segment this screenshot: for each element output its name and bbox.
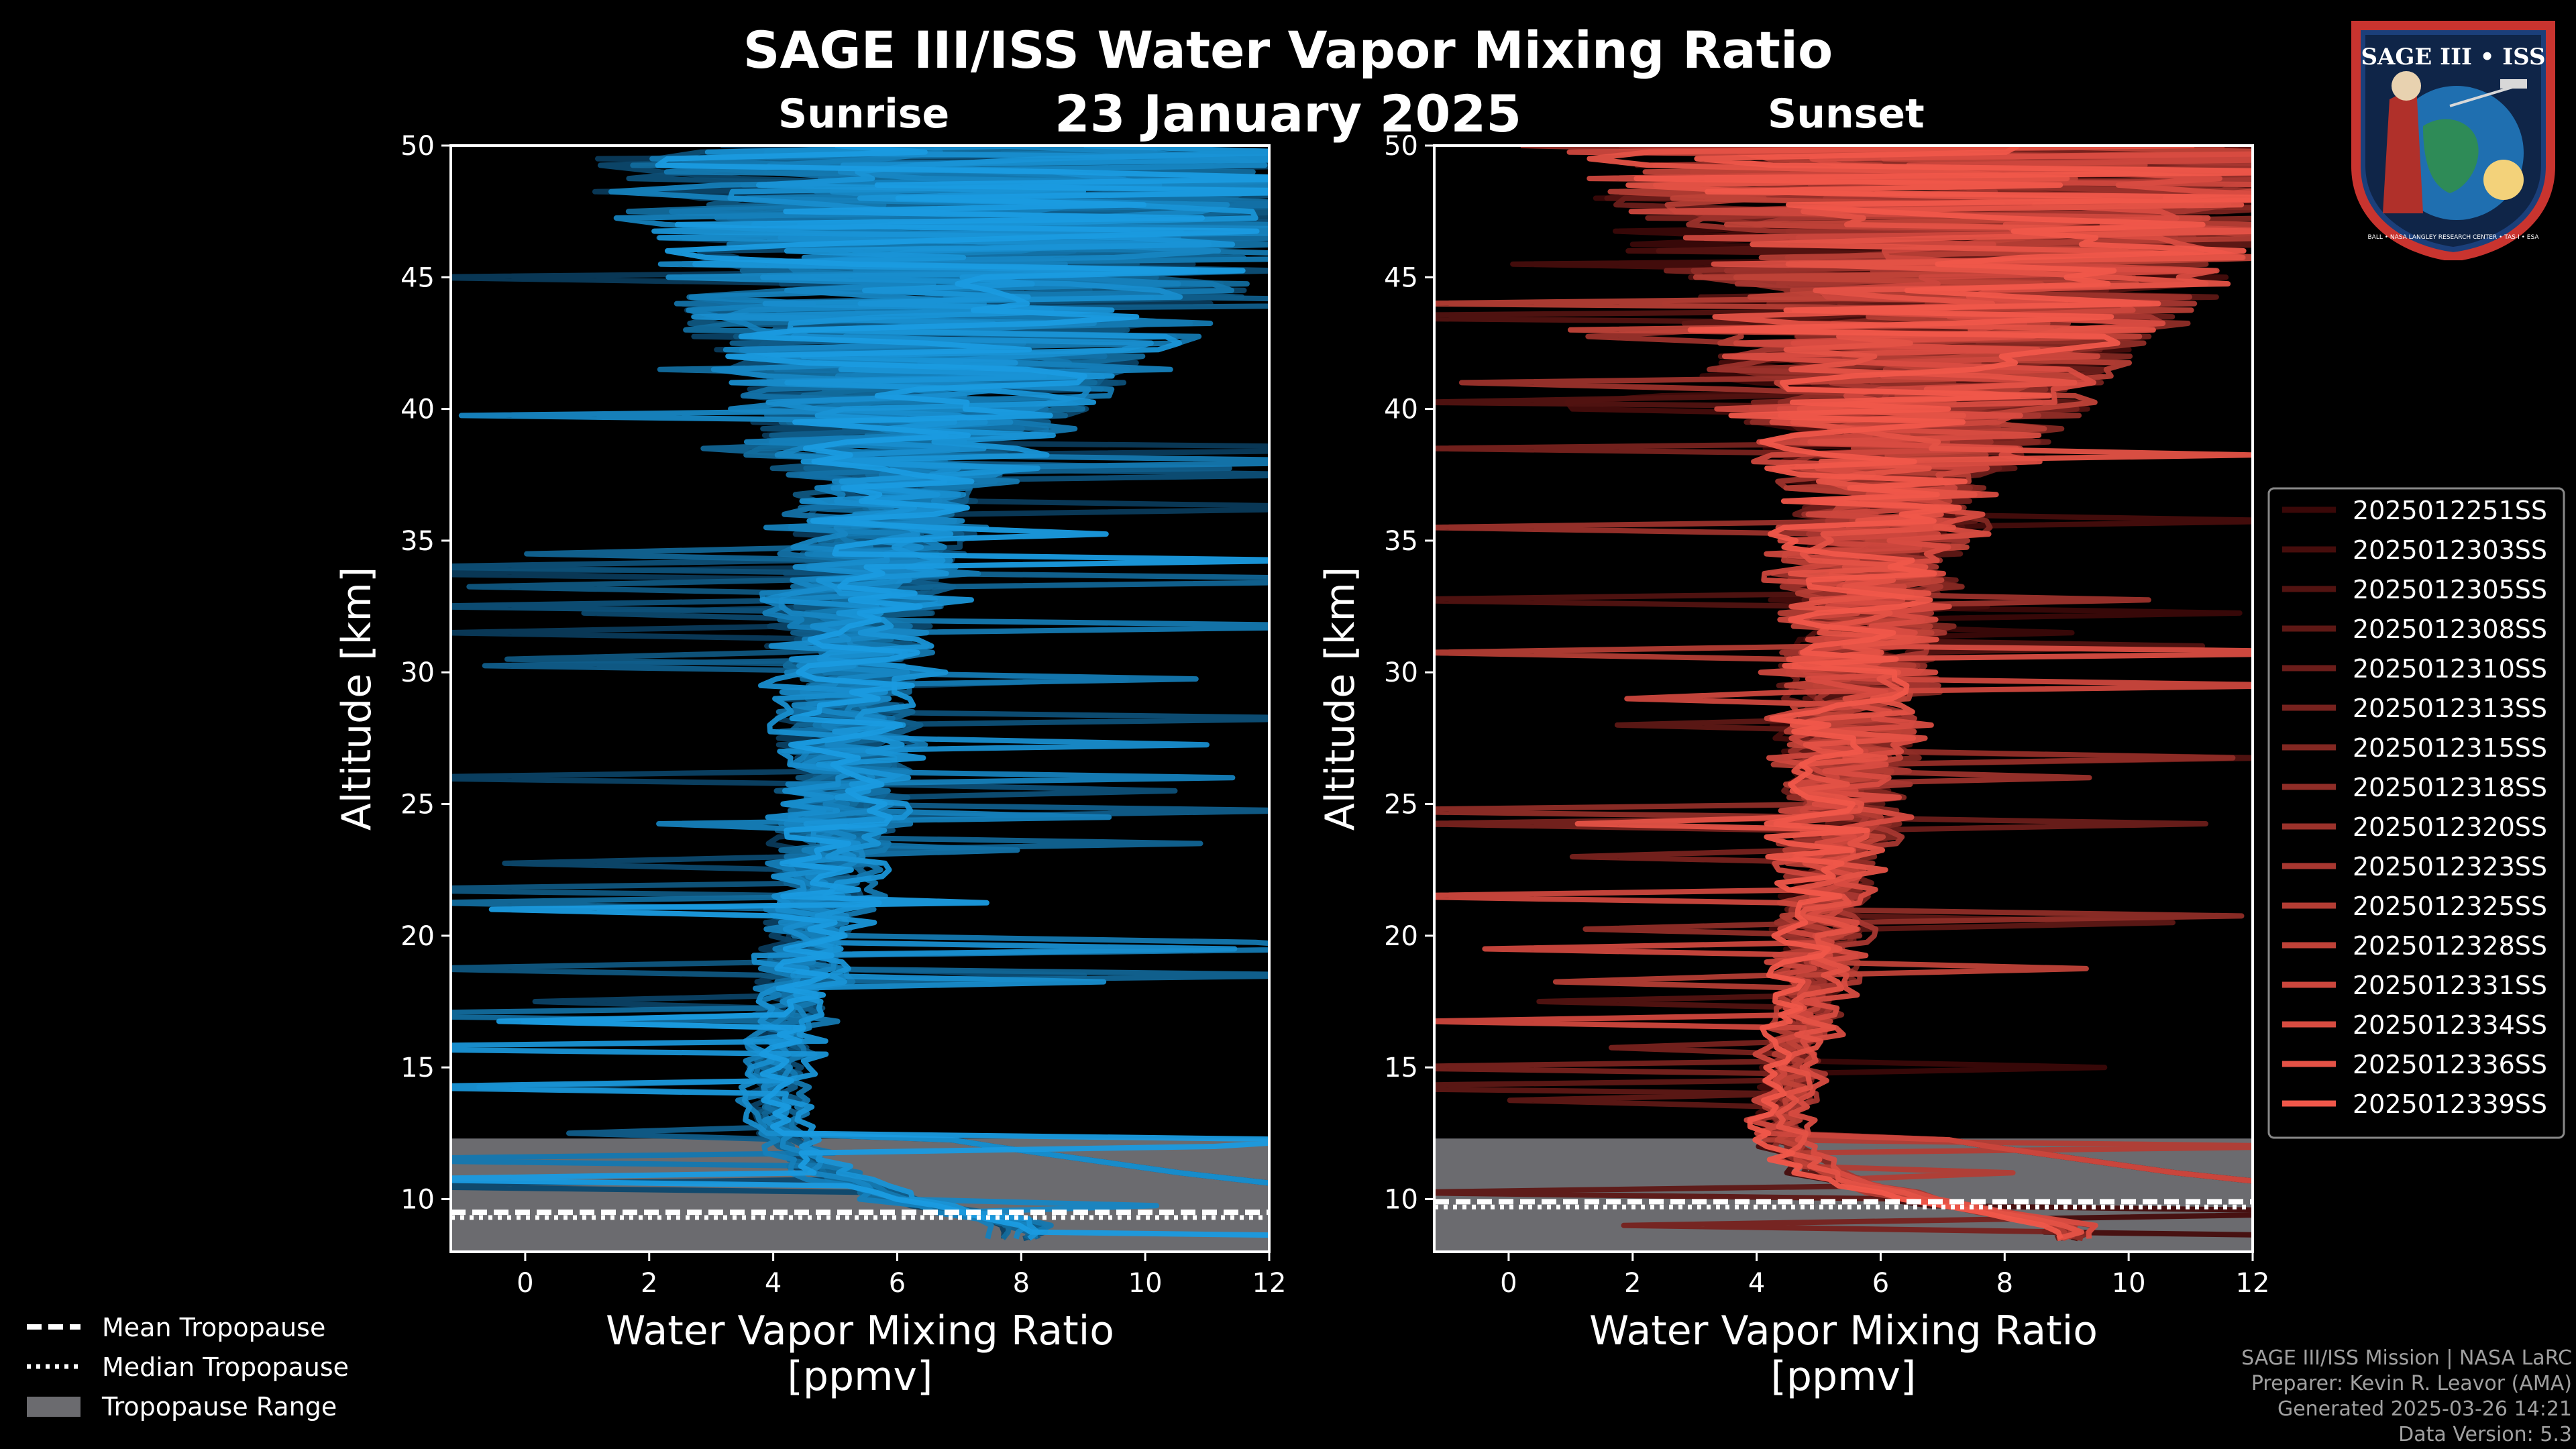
legend-entry: 2025012336SS bbox=[2353, 1050, 2547, 1079]
x-tick-label: 4 bbox=[1748, 1268, 1765, 1299]
x-tick-label: 10 bbox=[2112, 1268, 2146, 1299]
chart-title: SAGE III/ISS Water Vapor Mixing Ratio bbox=[743, 20, 1833, 80]
legend-entry: 2025012251SS bbox=[2353, 496, 2547, 525]
y-tick-label: 35 bbox=[400, 526, 435, 557]
legend-entry: 2025012315SS bbox=[2353, 733, 2547, 763]
tropopause-range-swatch bbox=[27, 1397, 80, 1417]
logo-ring-text: BALL • NASA LANGLEY RESEARCH CENTER • TA… bbox=[2367, 234, 2539, 241]
legend-entry: 2025012331SS bbox=[2353, 971, 2547, 1000]
profiles-group bbox=[1434, 146, 2253, 1242]
credits-mission: SAGE III/ISS Mission | NASA LaRC bbox=[2241, 1346, 2572, 1370]
x-axis-label-units: [ppmv] bbox=[788, 1353, 933, 1400]
credits-block: SAGE III/ISS Mission | NASA LaRC Prepare… bbox=[2241, 1346, 2572, 1448]
x-tick-label: 6 bbox=[1872, 1268, 1889, 1299]
legend-entry: 2025012313SS bbox=[2353, 694, 2547, 723]
legend-box bbox=[2267, 487, 2565, 1139]
y-tick-label: 15 bbox=[400, 1053, 435, 1083]
y-axis-label: Altitude [km] bbox=[333, 567, 380, 831]
x-axis-label: Water Vapor Mixing Ratio bbox=[606, 1307, 1114, 1354]
y-tick-label: 40 bbox=[1384, 394, 1418, 425]
logo-text: SAGE III • ISS bbox=[2361, 44, 2545, 70]
y-tick-label: 20 bbox=[1384, 921, 1418, 952]
y-tick-label: 45 bbox=[400, 262, 435, 293]
x-tick-label: 10 bbox=[1128, 1268, 1163, 1299]
profile-line-2025012330SR bbox=[608, 146, 1236, 1240]
y-tick-label: 50 bbox=[1384, 131, 1418, 162]
median-tropopause-label: Median Tropopause bbox=[102, 1352, 349, 1382]
tropopause-range-label: Tropopause Range bbox=[101, 1392, 337, 1421]
sunrise-panel-title: Sunrise bbox=[778, 91, 950, 138]
x-tick-label: 12 bbox=[2236, 1268, 2270, 1299]
credits-version: Data Version: 5.3 bbox=[2398, 1423, 2572, 1446]
profile-line-2025012339SS bbox=[1633, 146, 2253, 1240]
y-tick-label: 40 bbox=[400, 394, 435, 425]
tropopause-legend: Mean Tropopause Median Tropopause Tropopau… bbox=[27, 1313, 349, 1421]
legend-sunset: 2025012251SS 2025012303SS 2025012305SS 2025… bbox=[2267, 487, 2565, 1139]
x-tick-label: 8 bbox=[1996, 1268, 2013, 1299]
y-tick-label: 30 bbox=[1384, 657, 1418, 688]
legend-entry: 2025012339SS bbox=[2353, 1089, 2547, 1119]
x-tick-label: 4 bbox=[765, 1268, 782, 1299]
plot-frame bbox=[1433, 144, 2254, 1253]
x-tick-label: 2 bbox=[1624, 1268, 1641, 1299]
chart-date: 23 January 2025 bbox=[1054, 84, 1522, 144]
credits-preparer: Preparer: Kevin R. Leavor (AMA) bbox=[2251, 1372, 2572, 1395]
legend-entry: 2025012303SS bbox=[2353, 535, 2547, 565]
legend-entry: 2025012320SS bbox=[2353, 812, 2547, 842]
y-tick-label: 25 bbox=[400, 790, 435, 820]
y-tick-label: 25 bbox=[1384, 790, 1418, 820]
profile-line-2025012340SR bbox=[451, 146, 1269, 1238]
y-tick-label: 20 bbox=[400, 921, 435, 952]
y-tick-label: 15 bbox=[1384, 1053, 1418, 1083]
sage-mission-logo: SAGE III • ISS BALL • NASA LANGLEY RESEA… bbox=[2351, 21, 2555, 260]
y-tick-label: 45 bbox=[1384, 262, 1418, 293]
x-tick-label: 0 bbox=[1500, 1268, 1517, 1299]
sunset-panel-title: Sunset bbox=[1768, 91, 1925, 138]
x-tick-label: 12 bbox=[1252, 1268, 1287, 1299]
y-axis-label: Altitude [km] bbox=[1317, 567, 1364, 831]
profiles-group bbox=[451, 146, 1269, 1242]
y-tick-label: 10 bbox=[400, 1184, 435, 1215]
profile-line-2025012337SR bbox=[451, 146, 1269, 1241]
panel-sunset: 0 2 4 6 8 10 12 10 15 20 25 30 35 40 45 50 Water Vapor M… bbox=[1317, 131, 2565, 1400]
y-tick-label: 30 bbox=[400, 657, 435, 688]
mean-tropopause-label: Mean Tropopause bbox=[102, 1313, 325, 1342]
x-axis-label-units: [ppmv] bbox=[1771, 1353, 1917, 1400]
plot-frame bbox=[449, 144, 1271, 1253]
credits-generated: Generated 2025-03-26 14:21 bbox=[2277, 1397, 2572, 1421]
legend-entry: 2025012323SS bbox=[2353, 852, 2547, 881]
x-tick-label: 8 bbox=[1013, 1268, 1030, 1299]
legend-entry: 2025012318SS bbox=[2353, 773, 2547, 802]
x-tick-label: 2 bbox=[641, 1268, 657, 1299]
y-tick-label: 50 bbox=[400, 131, 435, 162]
legend-entry: 2025012305SS bbox=[2353, 575, 2547, 604]
profile-line-2025012332SR bbox=[458, 146, 1269, 1240]
legend-entry: 2025012308SS bbox=[2353, 614, 2547, 644]
legend-entry: 2025012325SS bbox=[2353, 892, 2547, 921]
y-tick-label: 35 bbox=[1384, 526, 1418, 557]
legend-entry: 2025012334SS bbox=[2353, 1010, 2547, 1040]
y-tick-label: 10 bbox=[1384, 1184, 1418, 1215]
legend-entry: 2025012328SS bbox=[2353, 931, 2547, 961]
legend-entry: 2025012310SS bbox=[2353, 654, 2547, 684]
x-tick-label: 6 bbox=[889, 1268, 906, 1299]
x-tick-label: 0 bbox=[517, 1268, 533, 1299]
x-axis-label: Water Vapor Mixing Ratio bbox=[1589, 1307, 2098, 1354]
